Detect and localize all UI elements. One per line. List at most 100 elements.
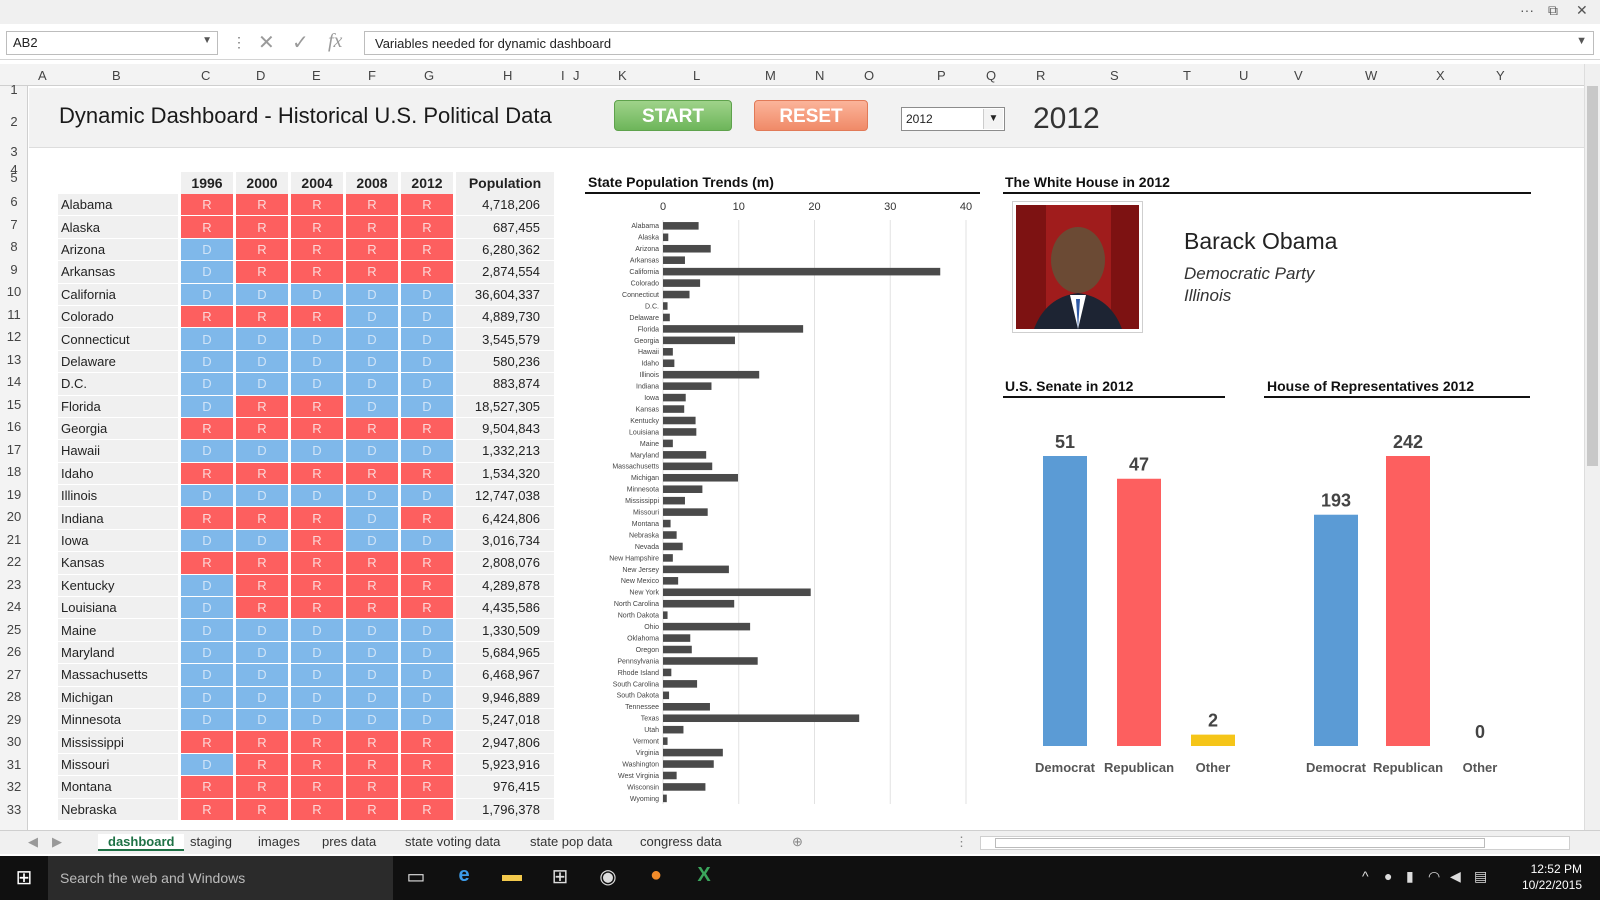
population-cell[interactable]: 12,747,038 [456, 485, 554, 508]
state-name-cell[interactable]: Maryland [58, 641, 178, 665]
population-bar[interactable] [663, 531, 677, 539]
vote-cell[interactable]: D [401, 305, 453, 329]
population-bar[interactable] [663, 496, 685, 505]
taskbar-search[interactable]: Search the web and Windows [48, 856, 393, 900]
vote-cell[interactable]: R [236, 462, 288, 486]
scroll-thumb[interactable] [995, 838, 1485, 848]
file-explorer-icon[interactable]: ▬ [502, 864, 522, 886]
vote-cell[interactable]: R [291, 216, 343, 239]
row-header-7[interactable]: 7 [10, 217, 18, 232]
sheet-tab-staging[interactable]: staging [190, 834, 232, 849]
population-bar[interactable] [663, 405, 685, 413]
vote-cell[interactable]: R [401, 238, 453, 262]
row-header-28[interactable]: 28 [6, 689, 22, 704]
horizontal-scrollbar[interactable] [980, 836, 1570, 850]
battery-icon[interactable]: ▮ [1406, 868, 1414, 884]
vote-cell[interactable]: R [291, 305, 343, 329]
row-header-31[interactable]: 31 [6, 757, 22, 772]
vote-cell[interactable]: D [236, 619, 288, 642]
population-cell[interactable]: 4,435,586 [456, 597, 554, 620]
population-cell[interactable]: 687,455 [456, 216, 554, 239]
column-header-j[interactable]: J [573, 68, 580, 83]
row-header-26[interactable]: 26 [6, 644, 22, 659]
vote-cell[interactable]: D [181, 485, 233, 508]
column-header-v[interactable]: V [1294, 68, 1303, 83]
vote-cell[interactable]: R [236, 194, 288, 217]
scroll-thumb[interactable] [1587, 86, 1598, 466]
state-name-cell[interactable]: Montana [58, 776, 178, 799]
vote-cell[interactable]: R [346, 798, 398, 821]
state-name-cell[interactable]: Michigan [58, 686, 178, 709]
vote-cell[interactable]: R [181, 417, 233, 441]
population-bar[interactable] [663, 382, 712, 390]
vote-cell[interactable]: D [401, 529, 453, 553]
state-name-cell[interactable]: Arkansas [58, 261, 178, 284]
population-bar[interactable] [663, 634, 691, 642]
close-window-icon[interactable]: ✕ [1576, 2, 1588, 18]
vote-cell[interactable]: R [236, 753, 288, 777]
vote-cell[interactable]: D [346, 395, 398, 418]
column-header-p[interactable]: P [937, 68, 946, 83]
vote-cell[interactable]: D [291, 686, 343, 709]
vote-cell[interactable]: D [401, 686, 453, 709]
vote-cell[interactable]: D [181, 395, 233, 418]
vote-cell[interactable]: D [346, 485, 398, 508]
vote-cell[interactable]: D [346, 641, 398, 665]
population-cell[interactable]: 4,289,878 [456, 574, 554, 598]
vote-cell[interactable]: D [401, 641, 453, 665]
vote-cell[interactable]: D [291, 708, 343, 732]
column-header-e[interactable]: E [312, 68, 321, 83]
population-bar[interactable] [663, 279, 701, 287]
state-name-cell[interactable]: Minnesota [58, 708, 178, 732]
vote-cell[interactable]: D [181, 261, 233, 284]
population-cell[interactable]: 4,889,730 [456, 305, 554, 329]
column-header-l[interactable]: L [693, 68, 701, 83]
cancel-icon[interactable]: ✕ [258, 32, 275, 54]
vote-cell[interactable]: R [181, 798, 233, 821]
party-bar[interactable] [1191, 734, 1235, 746]
state-name-cell[interactable]: Georgia [58, 417, 178, 441]
add-sheet-icon[interactable]: ⊕ [792, 834, 803, 849]
population-bar[interactable] [663, 760, 714, 768]
vote-cell[interactable]: R [236, 507, 288, 530]
state-name-cell[interactable]: Florida [58, 395, 178, 418]
vote-cell[interactable]: R [236, 238, 288, 262]
vote-cell[interactable]: R [291, 798, 343, 821]
vote-cell[interactable]: R [401, 216, 453, 239]
vote-cell[interactable]: D [291, 664, 343, 687]
row-header-19[interactable]: 19 [6, 487, 22, 502]
vote-cell[interactable]: D [291, 283, 343, 306]
vote-cell[interactable]: D [291, 350, 343, 374]
row-header-32[interactable]: 32 [6, 779, 22, 794]
state-name-cell[interactable]: Delaware [58, 350, 178, 374]
population-cell[interactable]: 2,808,076 [456, 552, 554, 575]
vote-cell[interactable]: D [401, 373, 453, 396]
row-header-16[interactable]: 16 [6, 419, 22, 434]
volume-icon[interactable]: ◀ [1450, 868, 1461, 884]
column-header-q[interactable]: Q [986, 68, 997, 83]
column-header-g[interactable]: G [424, 68, 435, 83]
population-bar[interactable] [663, 336, 735, 345]
chevron-up-icon[interactable]: ^ [1362, 868, 1369, 884]
name-box[interactable]: AB2 ▼ [6, 31, 218, 55]
excel-icon[interactable]: X [697, 864, 711, 886]
row-header-30[interactable]: 30 [6, 734, 22, 749]
population-cell[interactable]: 6,468,967 [456, 664, 554, 687]
population-bar[interactable] [663, 657, 758, 665]
vote-cell[interactable]: R [181, 507, 233, 530]
population-bar[interactable] [663, 554, 673, 562]
vote-cell[interactable]: R [346, 776, 398, 799]
population-bar[interactable] [663, 588, 811, 597]
population-cell[interactable]: 6,424,806 [456, 507, 554, 530]
population-cell[interactable]: 2,874,554 [456, 261, 554, 284]
vote-cell[interactable]: R [346, 238, 398, 262]
population-bar[interactable] [663, 680, 698, 688]
column-header-o[interactable]: O [864, 68, 875, 83]
formula-input[interactable]: Variables needed for dynamic dashboard ▼ [364, 31, 1594, 55]
security-icon[interactable]: ● [1384, 868, 1393, 884]
vote-cell[interactable]: D [401, 350, 453, 374]
state-name-cell[interactable]: Illinois [58, 485, 178, 508]
state-name-cell[interactable]: Hawaii [58, 440, 178, 463]
column-header-f[interactable]: F [368, 68, 376, 83]
state-name-cell[interactable]: California [58, 283, 178, 306]
